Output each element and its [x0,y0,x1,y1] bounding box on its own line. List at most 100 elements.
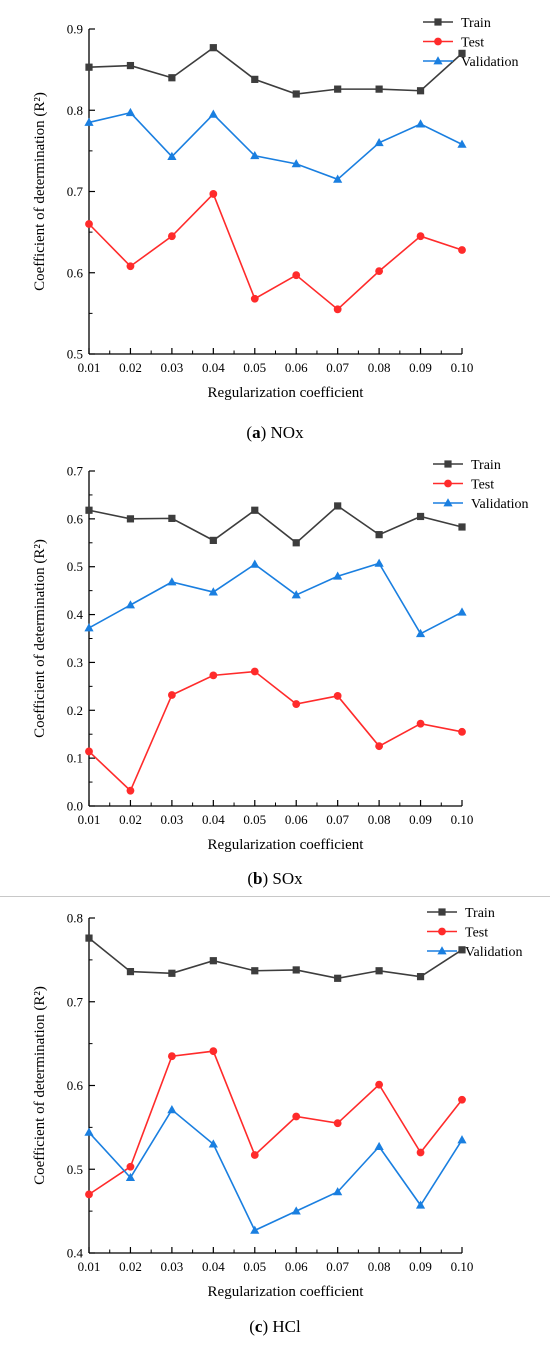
data-point-test [209,1047,218,1056]
x-tick-label: 0.02 [119,812,142,827]
data-point-validation [291,159,301,168]
x-tick-label: 0.01 [78,812,101,827]
x-tick-label: 0.01 [78,1259,101,1274]
x-tick-label: 0.04 [202,360,225,375]
legend-marker-test [438,927,446,936]
legend-marker-train [438,908,446,916]
chart-panel-hcl: 0.4 0.5 0.6 0.7 0.8 0.01 0.02 0.03 0.04 0.05 0.06 0… [32,906,523,1300]
x-tick-label: 0.05 [243,1259,266,1274]
data-point-train [334,974,342,982]
x-tick-label: 0.04 [202,812,225,827]
legend-label-train: Train [461,16,491,31]
series-line-test [88,192,463,311]
data-point-test [416,232,425,241]
data-point-test [126,262,135,271]
data-point-test [85,1190,93,1199]
series-line-test [88,1050,463,1196]
data-point-validation [84,623,94,632]
x-tick-label: 0.02 [119,1259,142,1274]
legend-label-test: Test [465,926,488,941]
data-point-validation [457,139,467,148]
data-point-train [375,85,383,93]
x-tick-label: 0.09 [409,812,432,827]
x-tick-label: 0.07 [326,1259,349,1274]
data-point-train [458,523,466,531]
data-point-train [375,531,383,539]
data-point-test [333,692,342,700]
data-point-validation [333,1187,343,1196]
data-point-validation [84,117,94,126]
data-point-train [251,506,259,514]
data-point-test [85,220,93,228]
data-point-test [126,1162,135,1171]
data-point-test [375,1080,384,1089]
data-point-train [168,969,176,977]
chart-panel-nox: 0.5 0.6 0.7 0.8 0.9 0.01 0.02 0.03 0.04 0.05 0.06 0… [32,16,519,401]
x-tick-label: 0.08 [368,812,391,827]
series-line-test [88,670,463,793]
data-point-validation [208,1139,218,1148]
data-point-validation [250,559,260,568]
data-point-train [168,74,176,82]
data-point-validation [84,1127,94,1136]
legend-marker-train [444,460,452,468]
x-tick-label: 0.07 [326,360,349,375]
data-point-validation [374,137,384,147]
data-point-validation [415,119,426,128]
legend-label-test: Test [471,478,494,493]
data-point-validation [167,151,177,160]
data-point-train [85,63,93,71]
data-point-train [209,536,217,544]
data-point-train [126,515,135,523]
x-tick-label: 0.08 [368,1259,391,1274]
x-tick-label: 0.04 [202,1259,225,1274]
data-point-train [292,90,300,98]
data-point-validation [374,1141,384,1151]
x-tick-label: 0.03 [161,1259,184,1274]
data-point-test [250,1151,259,1159]
data-point-validation [291,1206,301,1215]
data-point-validation [167,577,177,586]
data-point-test [292,1112,301,1121]
data-point-train [416,87,425,95]
data-point-test [167,1052,176,1061]
legend-marker-train [434,18,442,26]
y-tick-label: 0.7 [67,994,84,1009]
data-point-test [416,719,425,728]
data-point-validation [415,1200,426,1209]
y-tick-label: 0.4 [67,607,84,622]
data-point-test [250,294,259,303]
x-tick-label: 0.09 [409,1259,432,1274]
data-point-validation [167,1104,177,1114]
y-axis-label: Coefficient of determination (R²) [32,539,48,738]
y-axis-label: Coefficient of determination (R²) [32,92,48,291]
x-axis-label: Regularization coefficient [208,837,365,853]
panel-separator [0,896,550,897]
data-point-validation [250,150,260,160]
data-point-train [126,61,135,70]
x-tick-label: 0.10 [451,812,474,827]
y-axis-label: Coefficient of determination (R²) [32,986,48,1185]
data-point-validation [250,1225,260,1234]
data-point-train [292,966,300,974]
data-point-train [85,506,93,514]
y-tick-label: 0.7 [67,184,84,199]
legend-label-validation: Validation [465,945,523,960]
data-point-train [334,85,342,93]
x-axis-label: Regularization coefficient [208,1284,365,1300]
y-tick-label: 0.0 [67,799,83,814]
legend-marker-validation [433,56,443,65]
y-tick-label: 0.2 [67,703,83,718]
series-line-train [88,46,463,95]
data-point-test [375,267,384,276]
x-tick-label: 0.06 [285,360,308,375]
data-point-test [126,786,135,795]
x-axis-label: Regularization coefficient [208,385,365,401]
legend-label-validation: Validation [461,55,519,70]
data-point-validation [125,107,136,117]
data-point-train [292,539,300,547]
legend-label-train: Train [471,458,501,473]
y-tick-label: 0.3 [67,655,83,670]
data-point-train [334,502,342,510]
